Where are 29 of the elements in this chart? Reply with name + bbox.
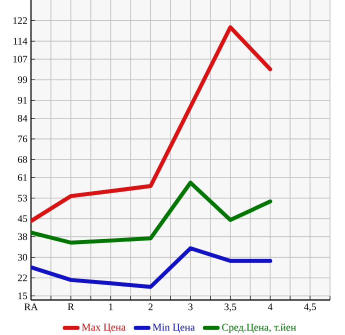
x-tick-label: R <box>68 304 74 310</box>
x-tick-label: 2 <box>148 304 153 310</box>
y-tick-label: 30 <box>18 254 28 261</box>
y-tick-label: 84 <box>18 114 28 122</box>
x-tick-label: RA <box>24 304 38 310</box>
x-tick-label: 3 <box>188 304 193 310</box>
line-series <box>31 246 272 289</box>
y-tick-label: 122 <box>13 17 27 24</box>
y-tick-label: 76 <box>18 136 28 142</box>
y-tick-label: 99 <box>18 76 28 84</box>
legend-label: Сред.Цена, т.йен <box>222 324 296 333</box>
y-tick-label: 114 <box>14 38 28 44</box>
y-tick-label: 22 <box>18 274 27 282</box>
y-tick-label: 53 <box>18 194 28 202</box>
line-series <box>31 25 272 224</box>
y-tick-label: 15 <box>18 292 28 300</box>
y-tick-label: 68 <box>18 156 28 163</box>
x-tick-label: 1 <box>109 304 113 310</box>
y-tick-label: 107 <box>13 56 28 63</box>
y-tick-label: 45 <box>18 215 28 222</box>
x-tick-label: 3,5 <box>224 304 236 312</box>
x-tick-label: 4 <box>268 304 273 310</box>
y-tick-label: 61 <box>18 174 27 181</box>
x-tick-label: 4,5 <box>304 304 316 312</box>
legend-label: Max Цена <box>82 324 126 333</box>
line-series <box>31 180 272 245</box>
y-tick-label: 38 <box>18 233 28 240</box>
y-tick-label: 91 <box>18 96 27 104</box>
legend-label: Min Цена <box>152 324 195 333</box>
